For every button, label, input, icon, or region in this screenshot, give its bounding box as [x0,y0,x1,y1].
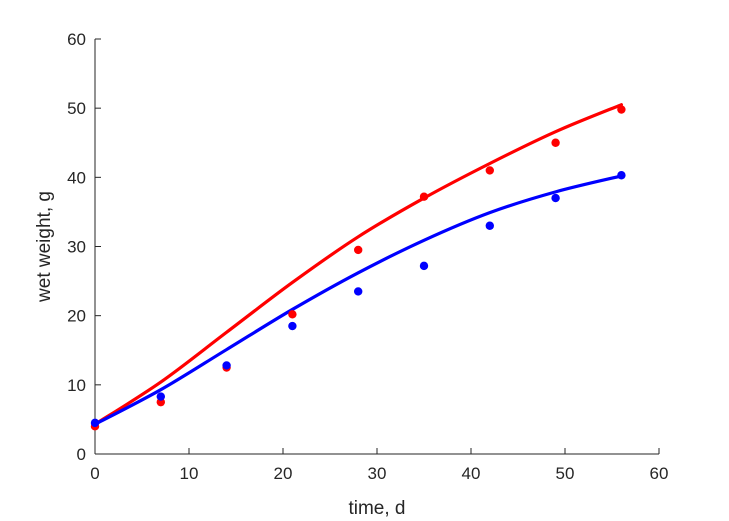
data-point-series-1 [419,192,429,201]
data-point-series-1 [617,105,626,114]
data-point-series-1 [485,166,494,175]
y-axis-label: wet weight, g [34,191,55,303]
y-tick-label: 20 [67,307,86,326]
data-point-series-2 [485,221,494,230]
x-tick-label: 10 [180,464,199,483]
data-point-series-2 [90,418,100,428]
x-tick-label: 60 [650,464,669,483]
data-point-series-1 [354,245,363,255]
axes: 0 10 20 30 40 50 60 0 10 20 30 40 50 60 [67,30,668,483]
x-axis-label: time, d [348,498,405,519]
data-point-series-2 [288,321,297,331]
y-tick-label: 60 [67,30,86,49]
data-point-series-1 [288,310,297,319]
fit-line-series-1 [93,103,623,426]
x-tick-label: 0 [90,464,99,483]
plot-area [90,103,626,431]
data-point-series-2 [354,287,363,296]
y-tick-label: 30 [67,238,86,257]
data-point-series-2 [222,361,231,370]
y-tick-label: 50 [67,99,86,118]
data-point-series-2 [551,193,560,203]
fit-line-series-2 [93,174,623,426]
y-tick-label: 10 [67,376,86,395]
data-point-series-2 [617,171,626,180]
data-point-series-2 [156,392,165,401]
y-tick-label: 40 [67,168,86,187]
x-tick-label: 20 [274,464,293,483]
y-tick-label: 0 [77,445,86,464]
x-tick-label: 40 [462,464,481,483]
x-tick-label: 50 [556,464,575,483]
data-point-series-2 [419,261,429,271]
data-point-series-1 [551,138,560,147]
x-tick-label: 30 [368,464,387,483]
